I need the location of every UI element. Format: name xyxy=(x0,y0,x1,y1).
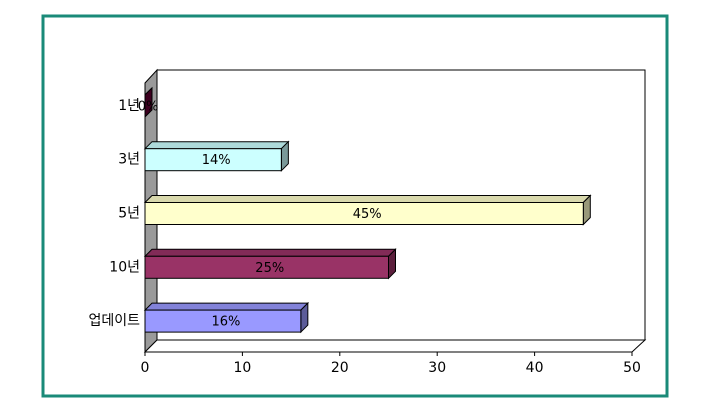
value-label: 25% xyxy=(255,261,284,276)
category-label: 5년 xyxy=(118,206,140,222)
bar-top xyxy=(143,195,592,203)
x-tick-label: 40 xyxy=(526,360,544,376)
x-tick-label: 20 xyxy=(331,360,349,376)
value-label: 14% xyxy=(202,153,231,168)
category-label: 1년 xyxy=(118,98,140,114)
bar-top xyxy=(143,141,290,150)
bar xyxy=(144,202,584,225)
bar-top xyxy=(143,248,397,257)
category-label: 3년 xyxy=(118,152,140,168)
x-tick-label: 10 xyxy=(233,360,251,376)
floor xyxy=(143,339,647,353)
bar xyxy=(144,309,302,333)
x-tick-label: 50 xyxy=(623,360,641,376)
bar xyxy=(144,148,282,172)
value-label: 16% xyxy=(211,315,240,330)
x-tick-label: 30 xyxy=(428,360,446,376)
bar-side xyxy=(144,86,153,119)
category-label: 업데이트 xyxy=(88,313,140,329)
bar-top xyxy=(143,302,310,311)
bar xyxy=(144,255,389,279)
category-label: 10년 xyxy=(109,259,140,275)
x-tick-label: 0 xyxy=(141,360,150,376)
value-label: 45% xyxy=(353,207,382,222)
value-label: 0% xyxy=(138,99,159,114)
